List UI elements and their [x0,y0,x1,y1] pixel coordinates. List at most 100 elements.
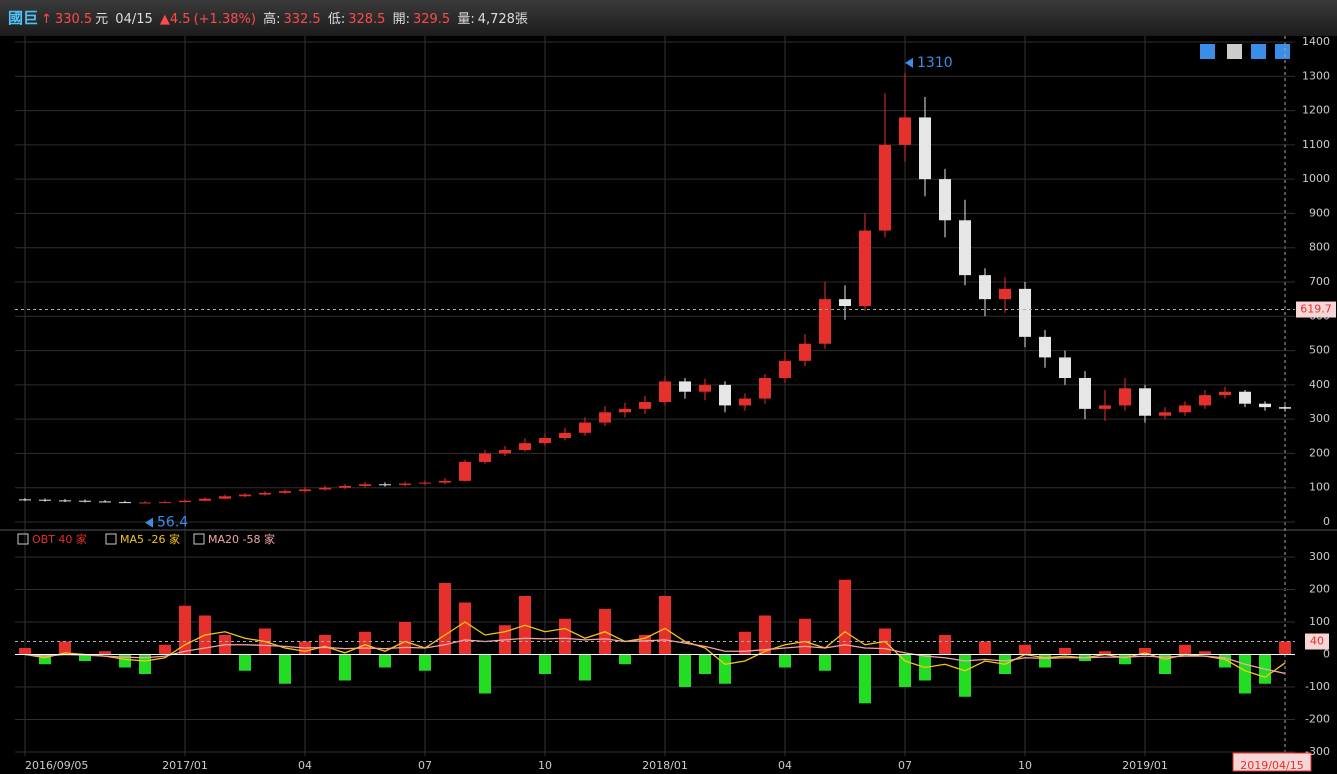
high: 332.5 [283,12,321,27]
candle-body [679,381,691,392]
candle-body [419,482,431,484]
ref-label: 40 [1310,635,1324,648]
candle-body [799,343,811,361]
y-tick-label: 1100 [1302,138,1330,151]
legend-label: OBT 40 家 [32,532,87,546]
candle-body [319,487,331,490]
chart: 2016/09/05 2017/01 04 07 10 2018/01 04 07 10 2019… [0,36,1337,772]
candle-body [459,462,471,481]
candle-body [699,384,711,392]
candle-body [79,500,91,502]
volume-label: 量: [457,12,475,27]
candle-body [279,491,291,493]
max-pointer [905,57,913,68]
x-tick-label: 07 [898,759,912,772]
candle-body [519,443,531,450]
candle-body [659,381,671,402]
osc-bar [899,654,911,687]
tool-button[interactable] [1200,44,1215,59]
open: 329.5 [412,12,451,27]
volume: 4,728張 [477,12,528,27]
min-pointer [145,517,153,528]
osc-bar [679,654,691,687]
ref-label-box [1296,301,1336,318]
osc-bar [99,651,111,655]
osc-line [24,637,1286,674]
candle-body [1219,391,1231,396]
osc-bar [1279,641,1291,655]
legend-checkbox[interactable] [193,533,205,545]
candle-body [479,453,491,462]
osc-bar [399,622,411,655]
tool-button[interactable] [1275,44,1290,59]
osc-bar [579,654,591,681]
candle-body [1059,357,1071,378]
osc-bar [239,654,251,671]
legend-checkbox[interactable] [17,533,29,545]
candle-body [1139,388,1151,416]
osc-bar [659,596,671,655]
candle-body [359,484,371,486]
y-tick-label: 0 [1323,648,1330,661]
osc-bar [39,654,51,665]
y-tick-label: -100 [1305,680,1330,693]
osc-bar [419,654,431,671]
x-tick-label: 2019/01 [1122,759,1168,772]
osc-bar [819,654,831,671]
osc-bar [179,605,191,655]
y-tick-label: 800 [1309,241,1330,254]
y-tick-label: 200 [1309,583,1330,596]
osc-bar [799,618,811,655]
candle-body [1279,407,1291,409]
osc-bar [19,648,31,655]
legend-checkbox[interactable] [105,533,117,545]
osc-bar [1099,651,1111,655]
candle-body [219,496,231,499]
osc-bar [159,644,171,655]
candle-body [979,275,991,300]
osc-bar [619,654,631,665]
ref-label-box [1305,633,1329,650]
candle-body [159,502,171,504]
candle-body [139,502,151,504]
y-tick-label: 0 [1323,515,1330,528]
x-tick-label: 2016/09/05 [25,759,88,772]
candle-body [639,402,651,409]
candle-body [1099,405,1111,409]
candle-body [719,384,731,406]
date: 04/15 [115,12,153,27]
y-tick-label: -300 [1305,745,1330,758]
y-tick-label: 400 [1309,378,1330,391]
candle-body [779,360,791,378]
y-tick-label: 1200 [1302,104,1330,117]
up-arrow: ↑ [41,12,52,27]
osc-bar [639,635,651,655]
low: 328.5 [348,12,386,27]
osc-bar [1059,648,1071,655]
y-tick-label: 300 [1309,550,1330,563]
osc-bar [339,654,351,681]
osc-bar [979,641,991,655]
candle-body [1079,378,1091,409]
open-label: 開: [392,12,410,27]
high-label: 高: [263,12,281,27]
osc-bar [739,631,751,655]
candle-body [859,230,871,306]
osc-bar [279,654,291,684]
osc-bar [939,635,951,655]
candle-body [1159,412,1171,416]
candle-body [99,501,111,503]
tool-button[interactable] [1227,44,1242,59]
osc-bar [1159,654,1171,674]
x-tick-label: 10 [1018,759,1032,772]
legend-label: MA5 -26 家 [120,532,180,546]
y-tick-label: 700 [1309,275,1330,288]
tool-button[interactable] [1251,44,1266,59]
osc-bar [559,618,571,655]
min-label: 56.4 [157,515,188,531]
price: 330.5 [54,12,93,27]
osc-bar [1199,651,1211,655]
osc-bar [539,654,551,674]
osc-bar [1239,654,1251,694]
max-label: 1310 [917,55,953,71]
